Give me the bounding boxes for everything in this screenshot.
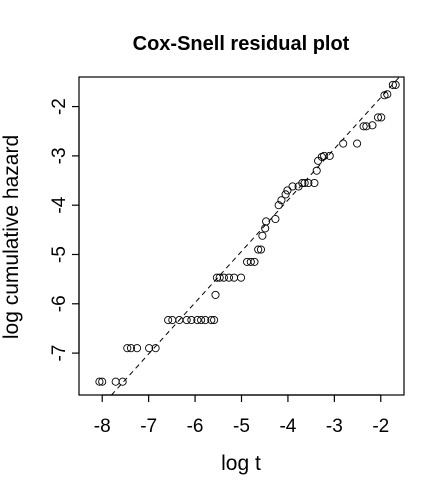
y-tick-label: -7: [49, 345, 70, 362]
data-point: [391, 80, 400, 89]
y-tick-label: -2: [49, 98, 70, 115]
x-tick-label: -3: [326, 416, 343, 437]
data-point: [126, 344, 136, 353]
data-point: [145, 344, 154, 353]
x-tick-label: -8: [94, 416, 111, 437]
data-point: [132, 344, 142, 353]
data-point: [304, 178, 313, 188]
data-point: [310, 178, 319, 188]
data-point: [288, 182, 297, 191]
data-point: [256, 245, 266, 254]
y-tick-label: -3: [49, 147, 70, 164]
x-tick-label: -6: [187, 416, 204, 437]
data-point: [230, 273, 239, 282]
data-point: [274, 201, 283, 210]
data-point: [187, 316, 196, 325]
data-point: [320, 151, 329, 160]
data-point: [201, 316, 210, 325]
data-point: [168, 316, 177, 325]
x-axis: -8 -7 -6 -5 -4 -3 -2: [94, 394, 389, 437]
data-point: [118, 377, 127, 386]
data-point: [368, 121, 377, 130]
data-point: [312, 166, 321, 175]
y-axis: -7 -6 -5 -4 -3 -2: [49, 98, 80, 362]
data-point: [193, 316, 202, 325]
data-point: [300, 178, 309, 188]
data-point: [98, 377, 107, 386]
y-tick-label: -5: [49, 246, 70, 263]
data-point: [219, 273, 228, 282]
data-point: [236, 273, 246, 282]
reference-line: [111, 76, 400, 396]
data-point: [207, 316, 216, 325]
x-tick-label: -2: [372, 416, 389, 437]
data-point: [298, 178, 307, 188]
data-point: [339, 139, 348, 148]
data-point: [362, 122, 371, 131]
x-axis-label: log t: [221, 452, 261, 475]
data-point: [224, 273, 234, 282]
data-point: [250, 257, 259, 266]
y-tick-label: -4: [49, 196, 70, 213]
data-point: [283, 186, 292, 195]
data-point: [377, 113, 386, 122]
x-tick-label: -5: [233, 416, 250, 437]
data-point: [254, 245, 263, 254]
data-point: [215, 273, 224, 282]
data-point: [373, 113, 383, 122]
y-tick-label: -6: [49, 295, 70, 312]
data-point: [262, 217, 271, 226]
data-point: [210, 316, 219, 325]
data-points: [95, 80, 400, 386]
data-point: [277, 196, 286, 205]
data-point: [271, 214, 280, 224]
x-tick-label: -4: [279, 416, 296, 437]
data-point: [388, 80, 397, 89]
data-point: [197, 316, 206, 325]
data-point: [353, 139, 362, 148]
data-point: [359, 122, 368, 131]
data-point: [211, 290, 220, 299]
data-point: [383, 90, 392, 99]
x-tick-label: -7: [140, 416, 157, 437]
data-point: [164, 316, 173, 325]
data-point: [151, 344, 160, 353]
data-point: [258, 231, 267, 240]
data-point: [281, 190, 290, 199]
data-point: [325, 151, 334, 160]
data-point: [123, 344, 132, 353]
data-point: [182, 316, 191, 325]
y-axis-label: log cumulative hazard: [0, 135, 23, 339]
data-point: [95, 377, 104, 386]
data-point: [246, 257, 255, 266]
data-point: [111, 377, 120, 386]
chart-title: Cox-Snell residual plot: [133, 33, 350, 55]
